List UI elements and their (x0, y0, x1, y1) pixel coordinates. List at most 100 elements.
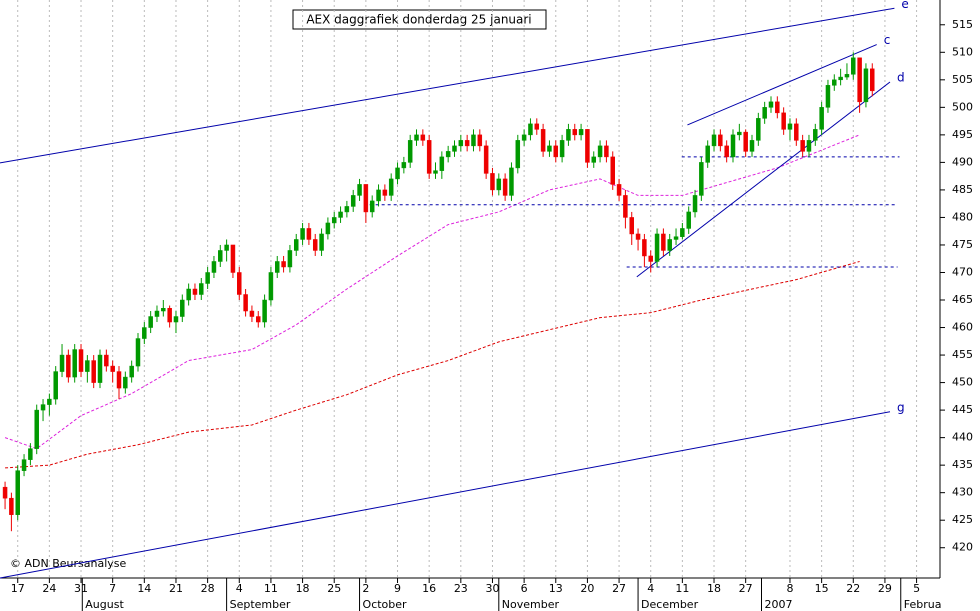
candle-body (585, 129, 590, 163)
candle-body (591, 156, 597, 163)
candle-body (344, 206, 350, 213)
candle-body (15, 470, 20, 515)
candle-body (382, 189, 388, 196)
candle-body (610, 156, 615, 185)
candle-body (256, 316, 261, 323)
y-tick-label: 500 (952, 100, 973, 113)
candle-body (395, 167, 400, 180)
candle-body (863, 68, 869, 103)
candle-body (167, 308, 172, 323)
chart-title: AEX daggrafiek donderdag 25 januari (306, 13, 531, 27)
candle-body (135, 338, 141, 367)
candle-body (249, 310, 255, 317)
y-tick-label: 445 (952, 403, 973, 416)
candle-body (388, 178, 394, 196)
month-label: September (230, 598, 291, 611)
candle-body (680, 228, 685, 237)
candle-body (686, 211, 691, 229)
x-tick-label: 31 (74, 582, 88, 595)
y-tick-label: 505 (952, 73, 973, 86)
month-label: November (502, 598, 560, 611)
candle-body (173, 316, 179, 323)
candle-body (502, 178, 508, 196)
x-tick-label: 5 (913, 582, 920, 595)
candle-body (819, 107, 824, 130)
y-tick-label: 485 (952, 183, 973, 196)
candle-body (775, 101, 780, 114)
candle-body (199, 283, 204, 295)
candle-body (211, 261, 217, 273)
candle-body (275, 261, 280, 273)
x-tick-label: 11 (675, 582, 689, 595)
candle-body (838, 76, 843, 81)
candle-body (711, 134, 717, 147)
candle-body (534, 123, 540, 130)
x-tick-label: 13 (549, 582, 563, 595)
x-tick-label: 22 (846, 582, 860, 595)
candle-body (243, 294, 248, 312)
candle-body (28, 448, 33, 460)
candle-body (148, 316, 153, 328)
candle-body (293, 239, 299, 251)
x-tick-label: 21 (169, 582, 183, 595)
candle-body (331, 217, 337, 224)
candle-body (161, 308, 166, 312)
candle-body (756, 118, 761, 141)
candle-body (186, 288, 191, 301)
candle-body (338, 211, 343, 218)
candle-body (616, 184, 622, 196)
candle-body (21, 459, 27, 471)
candle-body (566, 129, 571, 141)
candle-body (180, 299, 185, 317)
candle-body (224, 244, 229, 251)
candle-body (787, 123, 793, 130)
candle-body (363, 184, 369, 213)
candle-body (781, 112, 786, 130)
candle-body (464, 140, 470, 147)
x-tick-label: 28 (201, 582, 215, 595)
candle-body (205, 272, 210, 284)
candle-body (47, 398, 52, 405)
y-tick-label: 420 (952, 541, 973, 554)
candle-body (870, 68, 875, 92)
candle-body (597, 145, 603, 158)
candle-body (142, 327, 147, 339)
candle-body (350, 195, 356, 207)
candle-body (692, 195, 698, 213)
month-label: Februa (904, 598, 942, 611)
x-tick-label: 6 (521, 582, 528, 595)
candle-body (407, 140, 413, 163)
month-label: October (363, 598, 407, 611)
candle-body (319, 233, 324, 251)
candle-body (667, 239, 672, 251)
candle-body (699, 162, 704, 196)
candle-body (547, 145, 552, 152)
candle-body (490, 173, 495, 191)
x-tick-label: 11 (264, 582, 278, 595)
candle-body (9, 497, 14, 515)
month-label: 2007 (764, 598, 792, 611)
candle-body (832, 79, 837, 86)
candle-body (268, 272, 274, 301)
candle-body (401, 162, 407, 169)
y-tick-label: 425 (952, 513, 973, 526)
candle-body (509, 167, 514, 196)
candle-body (477, 134, 483, 147)
y-tick-label: 450 (952, 376, 973, 389)
candle-body (300, 228, 305, 240)
candle-body (85, 360, 90, 372)
trend-line-label: e (901, 0, 908, 11)
candle-body (844, 74, 850, 78)
x-tick-label: 4 (647, 582, 654, 595)
candle-body (654, 233, 660, 262)
candle-body (458, 140, 464, 147)
candle-body (230, 244, 236, 273)
candle-body (578, 129, 584, 136)
candle-body (281, 261, 286, 268)
candle-body (325, 222, 331, 235)
x-tick-label: 17 (11, 582, 25, 595)
candle-body (553, 145, 559, 158)
x-tick-label: 27 (612, 582, 626, 595)
x-tick-label: 14 (137, 582, 151, 595)
candle-body (673, 236, 679, 240)
